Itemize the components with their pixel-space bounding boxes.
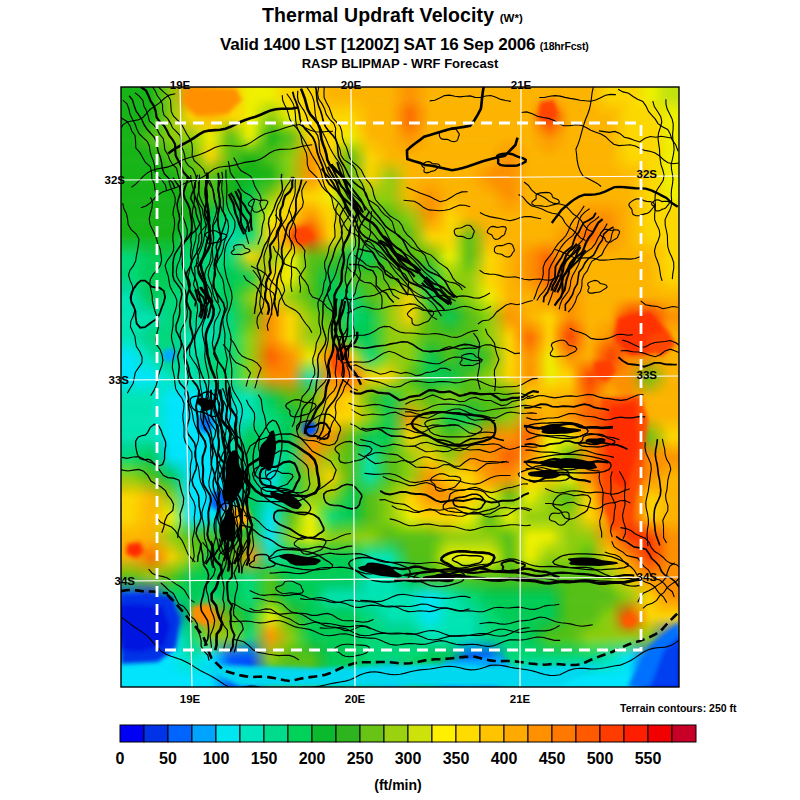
svg-text:20E: 20E <box>345 693 366 705</box>
svg-text:Valid 1400 LST [1200Z] SAT 16: Valid 1400 LST [1200Z] SAT 16 Sep 2006 (… <box>220 35 589 54</box>
svg-text:32S: 32S <box>637 168 658 180</box>
svg-text:32S: 32S <box>105 174 126 186</box>
svg-text:150: 150 <box>251 750 278 767</box>
svg-text:19E: 19E <box>170 79 191 91</box>
svg-text:(ft/min): (ft/min) <box>374 777 421 793</box>
svg-text:300: 300 <box>395 750 422 767</box>
svg-text:500: 500 <box>587 750 614 767</box>
svg-text:0: 0 <box>116 750 125 767</box>
svg-text:33S: 33S <box>109 374 130 386</box>
svg-text:350: 350 <box>443 750 470 767</box>
svg-text:20E: 20E <box>341 79 362 91</box>
svg-text:RASP BLIPMAP - WRF Forecast: RASP BLIPMAP - WRF Forecast <box>302 56 499 71</box>
svg-text:Thermal Updraft Velocity (W*): Thermal Updraft Velocity (W*) <box>262 4 523 26</box>
svg-text:Terrain contours: 250 ft: Terrain contours: 250 ft <box>620 702 737 714</box>
svg-text:34S: 34S <box>115 575 136 587</box>
svg-text:100: 100 <box>203 750 230 767</box>
svg-text:550: 550 <box>635 750 662 767</box>
svg-text:21E: 21E <box>510 693 531 705</box>
svg-text:50: 50 <box>159 750 177 767</box>
svg-text:21E: 21E <box>511 79 532 91</box>
svg-text:19E: 19E <box>180 693 201 705</box>
svg-text:400: 400 <box>491 750 518 767</box>
svg-text:250: 250 <box>347 750 374 767</box>
svg-text:34S: 34S <box>637 571 658 583</box>
svg-text:33S: 33S <box>637 369 658 381</box>
svg-text:200: 200 <box>299 750 326 767</box>
svg-text:450: 450 <box>539 750 566 767</box>
